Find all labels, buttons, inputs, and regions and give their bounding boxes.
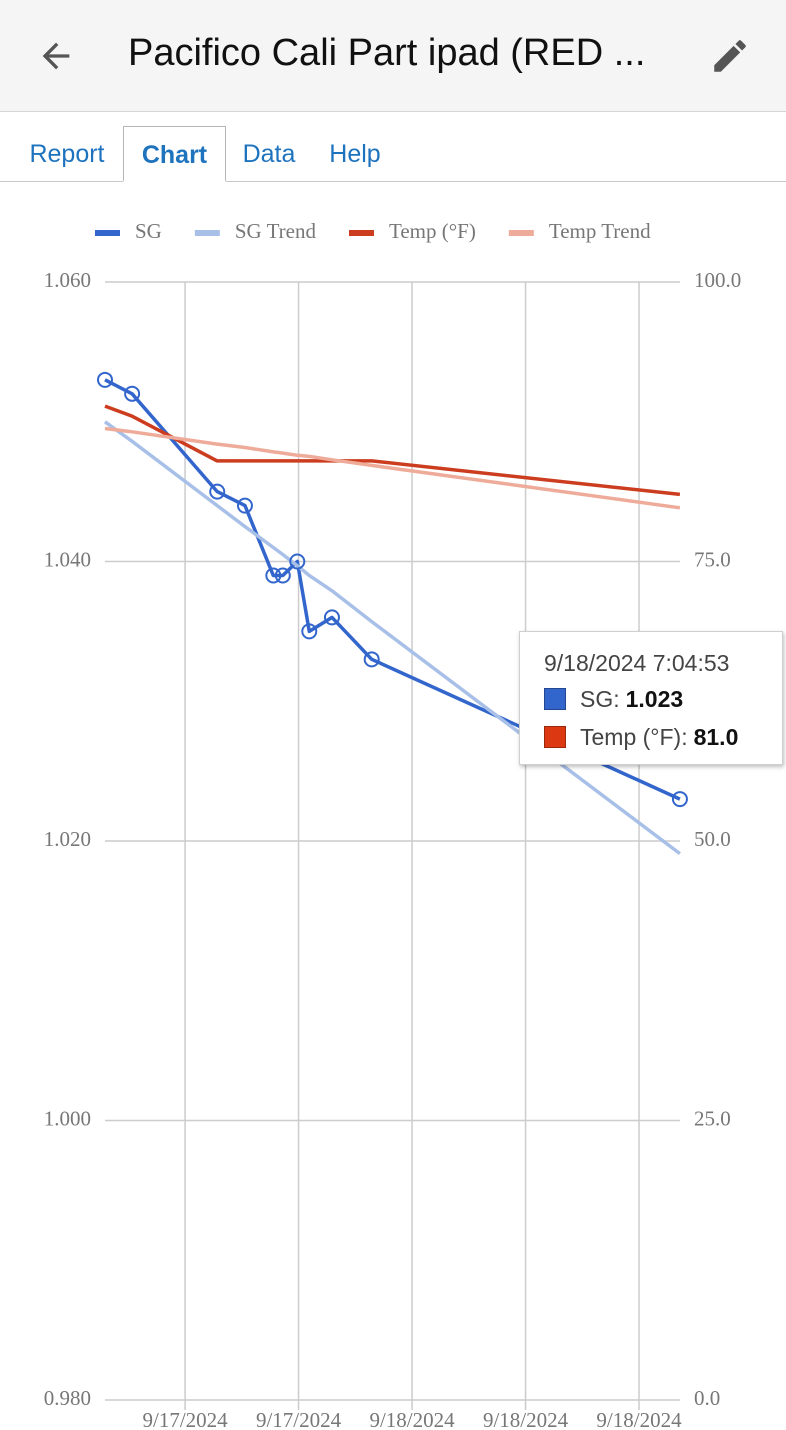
edit-button[interactable] (709, 35, 751, 77)
x-tick-label: 9/18/2024 (596, 1408, 682, 1430)
tab[interactable]: Data (242, 140, 296, 168)
y2-tick-label: 100.0 (694, 268, 741, 292)
legend-label: Temp Trend (549, 219, 651, 243)
tooltip-swatch (544, 726, 566, 748)
data-point (97, 371, 113, 388)
y-tick-label: 1.020 (44, 827, 91, 851)
legend-label: SG (135, 219, 162, 243)
tooltip-item: SG: 1.023 (544, 686, 683, 713)
data-point (274, 567, 291, 584)
y2-tick-label: 50.0 (694, 827, 731, 851)
y-tick-label: 0.980 (44, 1386, 91, 1410)
tab-bar: Report Chart Data Help (0, 112, 786, 182)
tooltip-value: 1.023 (625, 686, 684, 712)
page-title: Pacifico Cali Part ipad (RED ... (128, 32, 646, 74)
data-point (301, 623, 318, 640)
tooltip-value: 81.0 (693, 724, 739, 750)
app-bar: Pacifico Cali Part ipad (RED ... (0, 0, 786, 112)
x-tick-label: 9/18/2024 (369, 1408, 455, 1430)
data-point (209, 483, 226, 500)
tab[interactable]: Report (29, 140, 105, 168)
tooltip-item: Temp (°F): 81.0 (544, 724, 738, 751)
y2-tick-label: 25.0 (694, 1106, 731, 1130)
tooltip-swatch (544, 688, 566, 710)
tooltip-label: SG: (580, 686, 620, 712)
series-line (104, 426, 681, 510)
data-point (671, 791, 688, 808)
y-tick-label: 1.040 (44, 547, 91, 571)
data-point (289, 553, 306, 570)
legend-label: SG Trend (235, 219, 317, 243)
data-point (124, 385, 141, 402)
series-line (103, 420, 681, 855)
data-point (236, 497, 253, 514)
data-point (363, 651, 380, 668)
tooltip: 9/18/2024 7:04:53 SG: 1.023 Temp (°F): 81.0 (519, 631, 783, 765)
y-tick-label: 1.000 (44, 1106, 91, 1130)
series-line (104, 378, 681, 801)
tooltip-title: 9/18/2024 7:04:53 (544, 650, 730, 676)
y2-tick-label: 75.0 (694, 547, 731, 571)
x-tick-label: 9/18/2024 (483, 1408, 569, 1430)
y-tick-label: 1.060 (44, 268, 91, 292)
tab[interactable]: Chart (123, 126, 226, 182)
series-line (104, 404, 681, 497)
data-point (323, 609, 340, 626)
legend-label: Temp (°F) (389, 219, 476, 243)
back-button[interactable] (36, 36, 76, 76)
y2-tick-label: 0.0 (694, 1386, 720, 1410)
x-tick-label: 9/17/2024 (256, 1408, 342, 1430)
chart: 0.980 1.000 1.020 1.040 1.060 0.0 25.0 50.0 75.0… (44, 219, 742, 1430)
data-point (265, 567, 282, 584)
x-tick-label: 9/17/2024 (142, 1408, 228, 1430)
tab[interactable]: Help (329, 140, 381, 168)
tooltip-label: Temp (°F): (580, 724, 688, 750)
